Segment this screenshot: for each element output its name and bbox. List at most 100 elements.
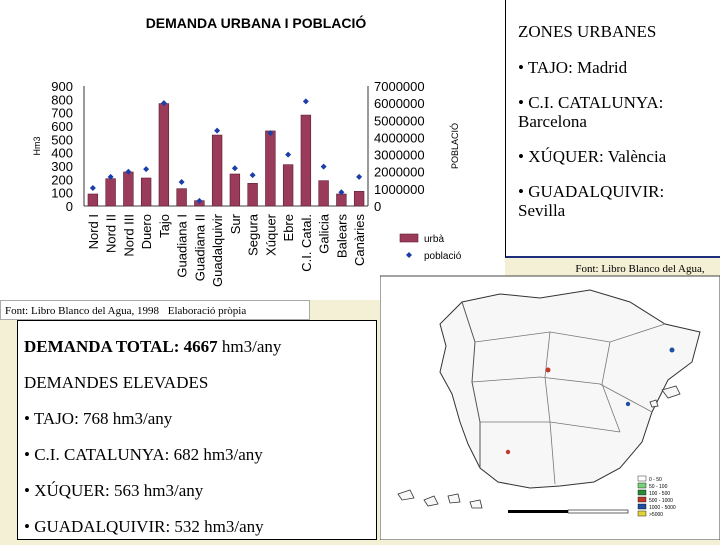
x-tick-label: Balears xyxy=(334,214,349,259)
bar xyxy=(176,188,187,207)
population-marker xyxy=(285,151,292,158)
y-axis-label: Hm3 xyxy=(32,136,42,155)
demand-summary-box: DEMANDA TOTAL: 4667 hm3/any DEMANDES ELE… xyxy=(17,320,377,540)
high-demand-item: • TAJO: 768 hm3/any xyxy=(24,409,173,428)
chart-elaboration-text: Elaboració pròpia xyxy=(167,305,247,317)
y-tick-label: 700 xyxy=(51,106,73,121)
y2-tick-label: 6000000 xyxy=(374,96,425,111)
urban-zones-box: ZONES URBANES • TAJO: Madrid • C.I. CATA… xyxy=(505,0,720,258)
x-tick-label: Guadiana I xyxy=(175,214,190,278)
y2-tick-label: 0 xyxy=(374,199,381,214)
sevilla-marker xyxy=(505,449,511,455)
bar xyxy=(123,171,134,207)
map-scale-bar xyxy=(508,509,629,514)
population-marker xyxy=(356,173,363,180)
y-tick-label: 200 xyxy=(51,172,73,187)
y-tick-label: 800 xyxy=(51,92,73,107)
map-legend-swatch xyxy=(637,475,647,482)
population-marker xyxy=(214,127,221,134)
chart-source-note: Font: Libro Blanco del Agua, 1998 Elabor… xyxy=(0,300,310,320)
map-legend-swatch xyxy=(637,503,647,510)
bar xyxy=(247,183,258,207)
map-legend-swatch xyxy=(637,496,647,503)
bar xyxy=(211,134,223,207)
valencia-marker xyxy=(625,401,631,407)
y2-tick-label: 4000000 xyxy=(374,130,425,145)
population-marker xyxy=(302,98,309,105)
legend-bar-label: urbà xyxy=(424,234,444,245)
chart-panel: DEMANDA URBANA I POBLACIÓ 0 100 200 300 400 50… xyxy=(0,0,505,300)
map-legend-label: 0 - 50 xyxy=(649,477,662,483)
legend-marker-label: població xyxy=(424,251,462,262)
chart-source-text: Font: Libro Blanco del Agua, 1998 xyxy=(5,305,159,317)
balearic-islands xyxy=(649,385,681,408)
population-marker xyxy=(89,185,96,191)
map-legend-label: >5000 xyxy=(649,512,663,518)
legend-bar-swatch xyxy=(399,233,419,243)
zone-item: • XÚQUER: València xyxy=(518,147,667,166)
x-tick-label: Nord III xyxy=(121,214,136,257)
x-tick-label: Canàries xyxy=(352,214,367,267)
x-tick-label: Ebre xyxy=(281,214,296,241)
bar xyxy=(300,114,312,207)
x-tick-label: Nord II xyxy=(104,214,119,253)
bar xyxy=(265,130,276,207)
population-marker xyxy=(160,100,167,107)
map-legend-label: 1000 - 5000 xyxy=(649,505,676,511)
bar xyxy=(158,103,170,207)
y-tick-label: 400 xyxy=(51,146,73,161)
canary-islands xyxy=(397,489,483,509)
y2-axis-label: POBLACIÓ xyxy=(450,123,460,169)
y-tick-label: 600 xyxy=(51,119,73,134)
map-legend-label: 100 - 500 xyxy=(649,491,670,497)
zone-item: • GUADALQUIVIR: Sevilla xyxy=(518,182,665,220)
y-tick-label: 0 xyxy=(66,199,73,214)
zone-item: • C.I. CATALUNYA: Barcelona xyxy=(518,93,664,131)
legend-marker-swatch xyxy=(406,252,412,258)
population-marker xyxy=(338,189,345,196)
demand-total-label: DEMANDA TOTAL: 4667 xyxy=(24,337,218,356)
bar xyxy=(282,164,294,207)
bar xyxy=(336,193,347,207)
bar xyxy=(105,178,116,207)
map-legend-swatch xyxy=(637,510,647,517)
y-tick-label: 500 xyxy=(51,132,73,147)
population-marker xyxy=(125,168,132,175)
x-tick-label: Duero xyxy=(139,214,154,249)
x-tick-label: Tajo xyxy=(157,214,172,238)
bar xyxy=(229,173,241,207)
chart-title: DEMANDA URBANA I POBLACIÓ xyxy=(146,14,367,31)
x-tick-label: Guadiana II xyxy=(192,214,207,281)
y2-tick-label: 1000000 xyxy=(374,182,425,197)
zones-title: ZONES URBANES xyxy=(518,22,657,41)
population-marker xyxy=(320,163,327,170)
map-legend-label: 50 - 100 xyxy=(649,484,668,490)
x-tick-label: Guadalquivir xyxy=(210,213,225,287)
barcelona-marker xyxy=(669,347,675,353)
x-tick-label: Segura xyxy=(246,213,261,256)
high-demand-item: • C.I. CATALUNYA: 682 hm3/any xyxy=(24,445,263,464)
population-marker xyxy=(231,165,238,172)
high-demands-title: DEMANDES ELEVADES xyxy=(24,373,209,392)
x-tick-label: C.I. Catal. xyxy=(299,214,314,272)
madrid-marker xyxy=(545,367,551,373)
population-marker xyxy=(267,130,274,137)
y-tick-label: 900 xyxy=(51,79,73,94)
bar xyxy=(353,191,365,207)
x-tick-label: Nord I xyxy=(86,214,101,249)
y2-tick-label: 7000000 xyxy=(374,79,425,94)
population-marker xyxy=(249,172,256,179)
demand-total-unit: hm3/any xyxy=(217,337,282,356)
y2-tick-label: 2000000 xyxy=(374,165,425,180)
map-legend-label: 500 - 1000 xyxy=(649,498,673,504)
x-tick-label: Galicia xyxy=(317,213,332,254)
bar xyxy=(87,193,99,207)
population-marker xyxy=(107,173,114,180)
iberian-peninsula-shape xyxy=(439,289,701,489)
map-legend-swatch xyxy=(637,489,647,496)
y2-tick-label: 3000000 xyxy=(374,148,425,163)
high-demand-item: • XÚQUER: 563 hm3/any xyxy=(24,481,204,500)
demand-total: DEMANDA TOTAL: 4667 hm3/any xyxy=(24,337,376,357)
x-tick-label: Xúquer xyxy=(263,213,278,256)
